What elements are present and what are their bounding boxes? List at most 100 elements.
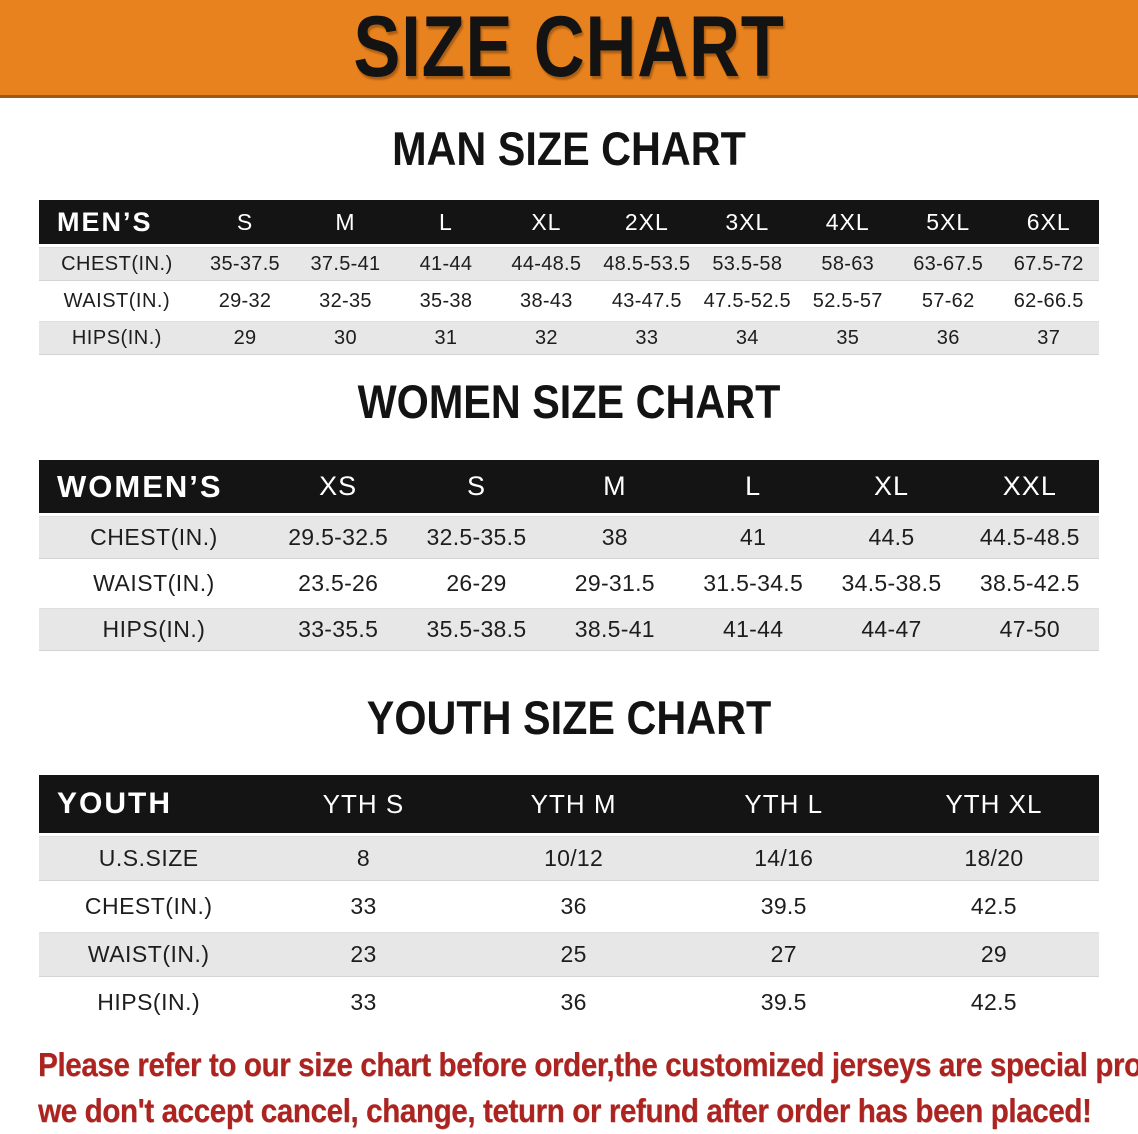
size-cell: 29-32 — [194, 284, 296, 318]
size-cell: 29 — [888, 932, 1099, 977]
size-cell: 31 — [395, 321, 497, 355]
table-row: HIPS(IN.) 29 30 31 32 33 34 35 36 37 — [39, 321, 1099, 355]
size-cell: 52.5-57 — [797, 284, 898, 318]
size-cell: 33-35.5 — [269, 608, 408, 651]
row-label: HIPS(IN.) — [39, 608, 269, 651]
size-cell: 34.5-38.5 — [822, 562, 961, 605]
youth-size-table: YOUTH YTH S YTH M YTH L YTH XL U.S.SIZE 8 10/12… — [39, 772, 1099, 1028]
table-row: CHEST(IN.) 29.5-32.5 32.5-35.5 38 41 44.5 44.5… — [39, 516, 1099, 559]
size-cell: 33 — [258, 980, 469, 1025]
row-label: WAIST(IN.) — [39, 562, 269, 605]
man-size-table: MEN’S S M L XL 2XL 3XL 4XL 5XL 6XL CHEST(IN.) 35-37… — [39, 197, 1099, 358]
size-cell: 36 — [468, 980, 679, 1025]
size-cell: 38.5-41 — [545, 608, 684, 651]
size-cell: 29.5-32.5 — [269, 516, 408, 559]
size-cell: 41 — [683, 516, 823, 559]
size-cell: 41-44 — [395, 247, 497, 281]
size-cell: 38.5-42.5 — [960, 562, 1099, 605]
size-cell: 23.5-26 — [269, 562, 408, 605]
size-cell: 63-67.5 — [897, 247, 999, 281]
column-header: 5XL — [897, 200, 999, 244]
table-row: HIPS(IN.) 33-35.5 35.5-38.5 38.5-41 41-44 44-… — [39, 608, 1099, 651]
note-line-1: Please refer to our size chart before or… — [38, 1046, 1138, 1083]
column-header: YTH S — [258, 775, 469, 833]
size-chart-banner: SIZE CHART — [0, 0, 1138, 98]
size-cell: 39.5 — [678, 884, 889, 929]
table-row: WAIST(IN.) 23.5-26 26-29 29-31.5 31.5-34.5 34… — [39, 562, 1099, 605]
corner-label: YOUTH — [39, 775, 259, 833]
size-cell: 58-63 — [797, 247, 898, 281]
size-cell: 43-47.5 — [596, 284, 698, 318]
row-label: CHEST(IN.) — [39, 884, 259, 929]
section-women-size-chart: WOMEN SIZE CHART WOMEN’S XS S M L XL XXL CHEST(I… — [0, 378, 1138, 654]
column-header: S — [194, 200, 296, 244]
size-cell: 42.5 — [888, 884, 1099, 929]
column-header: L — [395, 200, 497, 244]
table-row: HIPS(IN.) 33 36 39.5 42.5 — [39, 980, 1099, 1025]
column-header: 4XL — [797, 200, 898, 244]
size-cell: 62-66.5 — [998, 284, 1099, 318]
size-cell: 14/16 — [678, 836, 889, 881]
table-row: CHEST(IN.) 35-37.5 37.5-41 41-44 44-48.5 48.5… — [39, 247, 1099, 281]
row-label: WAIST(IN.) — [39, 932, 259, 977]
size-cell: 10/12 — [468, 836, 679, 881]
column-header: YTH M — [468, 775, 679, 833]
size-cell: 27 — [678, 932, 889, 977]
section-title-man: MAN SIZE CHART — [392, 122, 746, 175]
size-cell: 33 — [596, 321, 698, 355]
column-header: 3XL — [697, 200, 798, 244]
size-cell: 8 — [258, 836, 469, 881]
row-label: WAIST(IN.) — [39, 284, 195, 318]
size-cell: 32-35 — [295, 284, 396, 318]
size-cell: 30 — [295, 321, 396, 355]
size-cell: 44-47 — [822, 608, 961, 651]
size-cell: 39.5 — [678, 980, 889, 1025]
column-header: 6XL — [998, 200, 1099, 244]
table-row: CHEST(IN.) 33 36 39.5 42.5 — [39, 884, 1099, 929]
size-cell: 35-37.5 — [194, 247, 296, 281]
column-header: XL — [496, 200, 597, 244]
women-size-table: WOMEN’S XS S M L XL XXL CHEST(IN.) 29.5-32.5 32.5… — [39, 457, 1099, 654]
note-line-2: we don't accept cancel, change, teturn o… — [38, 1092, 1092, 1129]
size-cell: 53.5-58 — [697, 247, 798, 281]
size-cell: 35 — [797, 321, 898, 355]
row-label: CHEST(IN.) — [39, 247, 195, 281]
size-cell: 31.5-34.5 — [683, 562, 823, 605]
size-cell: 44-48.5 — [496, 247, 597, 281]
size-cell: 35-38 — [395, 284, 497, 318]
size-cell: 36 — [468, 884, 679, 929]
table-row: U.S.SIZE 8 10/12 14/16 18/20 — [39, 836, 1099, 881]
column-header: M — [295, 200, 396, 244]
table-row: WAIST(IN.) 23 25 27 29 — [39, 932, 1099, 977]
size-cell: 35.5-38.5 — [407, 608, 546, 651]
column-header: XS — [269, 460, 408, 513]
size-cell: 48.5-53.5 — [596, 247, 698, 281]
size-cell: 41-44 — [683, 608, 823, 651]
column-header: YTH XL — [888, 775, 1099, 833]
disclaimer-note: Please refer to our size chart before or… — [38, 1042, 1138, 1134]
size-cell: 25 — [468, 932, 679, 977]
corner-label: WOMEN’S — [39, 460, 269, 513]
size-cell: 38-43 — [496, 284, 597, 318]
banner-title: SIZE CHART — [353, 0, 785, 95]
size-cell: 32.5-35.5 — [407, 516, 546, 559]
row-label: HIPS(IN.) — [39, 980, 259, 1025]
size-cell: 18/20 — [888, 836, 1099, 881]
size-cell: 42.5 — [888, 980, 1099, 1025]
size-cell: 47.5-52.5 — [697, 284, 798, 318]
size-cell: 37.5-41 — [295, 247, 396, 281]
column-header: L — [683, 460, 823, 513]
table-row: WAIST(IN.) 29-32 32-35 35-38 38-43 43-47.5 47.… — [39, 284, 1099, 318]
size-cell: 34 — [697, 321, 798, 355]
row-label: CHEST(IN.) — [39, 516, 269, 559]
header-row: YOUTH YTH S YTH M YTH L YTH XL — [39, 775, 1099, 833]
header-row: WOMEN’S XS S M L XL XXL — [39, 460, 1099, 513]
row-label: HIPS(IN.) — [39, 321, 195, 355]
corner-label: MEN’S — [39, 200, 195, 244]
size-cell: 32 — [496, 321, 597, 355]
column-header: 2XL — [596, 200, 698, 244]
size-cell: 67.5-72 — [998, 247, 1099, 281]
size-cell: 33 — [258, 884, 469, 929]
column-header: S — [407, 460, 546, 513]
section-title-youth: YOUTH SIZE CHART — [366, 691, 772, 744]
